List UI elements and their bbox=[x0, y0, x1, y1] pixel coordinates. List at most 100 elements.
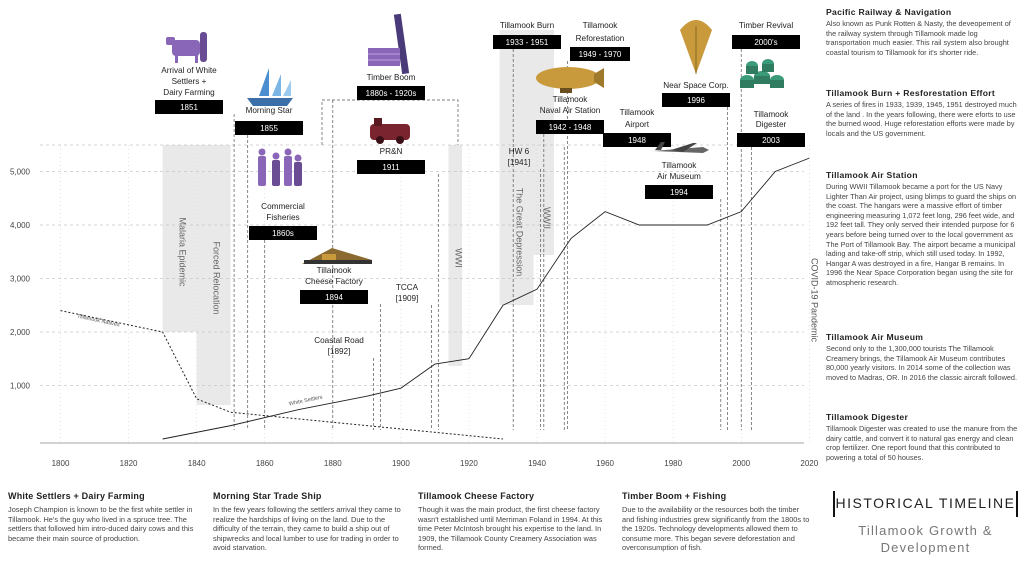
event-title: Tillamook Burn bbox=[500, 21, 555, 30]
event-title: Digester bbox=[756, 120, 787, 129]
event-title: Tillamook bbox=[620, 108, 656, 117]
event-title: Air Museum bbox=[657, 172, 701, 181]
event-date-bar bbox=[493, 35, 561, 49]
x-tick-label: 1880 bbox=[324, 459, 342, 468]
y-tick-label: 4,000 bbox=[10, 221, 31, 230]
digester-tank-side bbox=[770, 80, 784, 88]
y-tick-label: 3,000 bbox=[10, 275, 31, 284]
cow-leg bbox=[175, 54, 178, 63]
event-title: Dairy Farming bbox=[163, 88, 215, 97]
sidebar-text: Second only to the 1,300,000 tourists Th… bbox=[826, 344, 1018, 382]
x-tick-label: 1940 bbox=[528, 459, 546, 468]
event-date-bar bbox=[570, 47, 630, 61]
airplane-wing bbox=[671, 143, 697, 152]
event-date-label: 1860s bbox=[272, 229, 294, 238]
event-date-bar bbox=[357, 160, 425, 174]
event-date-bar bbox=[732, 35, 800, 49]
sidebar-section-burn: Tillamook Burn + Resforestation Effort A… bbox=[826, 88, 1018, 138]
bottom-text: Joseph Champion is known to be the first… bbox=[8, 505, 194, 543]
period-label: WWII bbox=[542, 207, 552, 229]
bottom-text: Though it was the main product, the firs… bbox=[418, 505, 603, 553]
period-band bbox=[499, 30, 534, 305]
period-label: Forced Relocation bbox=[212, 241, 222, 314]
x-tick-label: 1900 bbox=[392, 459, 410, 468]
period-band bbox=[448, 145, 463, 366]
event-date-label: 1855 bbox=[260, 124, 278, 133]
digester-icon bbox=[740, 59, 784, 88]
event-date-label: 1851 bbox=[180, 103, 198, 112]
period-band bbox=[196, 145, 231, 405]
event-title: Cheese Factory bbox=[305, 277, 364, 286]
event-date-bar bbox=[155, 100, 223, 114]
event-title: Reforestation bbox=[576, 34, 625, 43]
chart-axes: 1800 1820 1840 1860 1880 1900 1920 1940 1960 1980… bbox=[10, 168, 819, 469]
event-title: PR&N bbox=[380, 147, 403, 156]
chart-grid bbox=[40, 144, 810, 443]
event-title: Fisheries bbox=[266, 213, 299, 222]
cow-leg bbox=[195, 54, 198, 63]
sidebar-text: Also known as Punk Rotten & Nasty, the d… bbox=[826, 19, 1011, 57]
annotation-label: TCCA bbox=[396, 283, 419, 292]
event-date-bar bbox=[357, 86, 425, 100]
event-date-label: 2000's bbox=[754, 38, 777, 47]
train-icon bbox=[370, 118, 410, 144]
factory-base bbox=[304, 260, 372, 264]
event-title: Tillamook bbox=[754, 110, 790, 119]
event-title: Naval Air Station bbox=[540, 106, 601, 115]
page-subtitle: Tillamook Growth & Development bbox=[858, 523, 993, 555]
x-tick-label: 1980 bbox=[664, 459, 682, 468]
fisherman-body bbox=[258, 156, 266, 186]
event-date-label: 1880s - 1920s bbox=[366, 89, 417, 98]
sidebar-text: A series of fires in 1933, 1939, 1945, 1… bbox=[826, 100, 1017, 138]
sidebar-text: Tillamook Digester was created to use th… bbox=[826, 424, 1018, 462]
event-title: Commercial bbox=[261, 202, 305, 211]
bottom-text: In the few years following the settlers … bbox=[213, 505, 401, 553]
blimp-gondola bbox=[560, 88, 572, 93]
ship-sail bbox=[272, 74, 281, 96]
ship-sail bbox=[283, 80, 291, 96]
digester-tank-side bbox=[762, 64, 774, 72]
page-title: HISTORICAL TIMELINE bbox=[835, 495, 1016, 511]
sidebar-text: During WWII Tillamook became a port for … bbox=[826, 182, 1017, 287]
event-date-bar bbox=[603, 133, 671, 147]
x-tick-label: 1800 bbox=[52, 459, 70, 468]
event-title: Settlers + bbox=[172, 77, 207, 86]
period-label: Malaria Epidemic bbox=[178, 217, 188, 287]
series-label-natives: Tillamook Natives bbox=[76, 314, 120, 329]
sidebar-section-digester: Tillamook Digester Tillamook Digester wa… bbox=[826, 412, 1018, 462]
ship-sail bbox=[259, 68, 269, 96]
event-date-bar bbox=[536, 120, 604, 134]
crane-arm bbox=[393, 13, 410, 75]
period-band bbox=[162, 145, 197, 332]
event-date-label: 1994 bbox=[670, 188, 688, 197]
ship-hull bbox=[247, 98, 293, 106]
blimp-icon bbox=[536, 67, 604, 93]
event-date-label: 2003 bbox=[762, 136, 780, 145]
period-label: The Great Depression bbox=[515, 188, 525, 277]
event-date-label: 1948 bbox=[628, 136, 646, 145]
sidebar-section-railway: Pacific Railway & Navigation Also known … bbox=[826, 7, 1018, 57]
sidebar-title: Tillamook Digester bbox=[826, 412, 909, 422]
event-date-bar bbox=[235, 121, 303, 135]
fisherman-head bbox=[272, 152, 280, 160]
event-date-label: 1949 - 1970 bbox=[579, 50, 622, 59]
x-tick-label: 1840 bbox=[188, 459, 206, 468]
fishermen-icon bbox=[258, 148, 302, 186]
train-stack bbox=[374, 118, 382, 126]
event-date-bar bbox=[300, 290, 368, 304]
fisherman-body bbox=[294, 162, 302, 186]
lumber-stack bbox=[368, 48, 400, 66]
annotation-label: HW 6 bbox=[509, 147, 530, 156]
bottom-title: Morning Star Trade Ship bbox=[213, 491, 322, 501]
ship-icon bbox=[247, 68, 293, 106]
balloon-icon bbox=[680, 20, 712, 74]
cow-body bbox=[172, 40, 200, 56]
x-tick-label: 1960 bbox=[596, 459, 614, 468]
period-label: WWI bbox=[453, 248, 463, 268]
x-tick-label: 1920 bbox=[460, 459, 478, 468]
fisherman-head bbox=[284, 148, 292, 156]
period-label: COVID-19 Pandemic bbox=[809, 258, 819, 343]
blimp-fin bbox=[594, 68, 604, 88]
x-tick-label: 1860 bbox=[256, 459, 274, 468]
x-tick-label: 1820 bbox=[120, 459, 138, 468]
